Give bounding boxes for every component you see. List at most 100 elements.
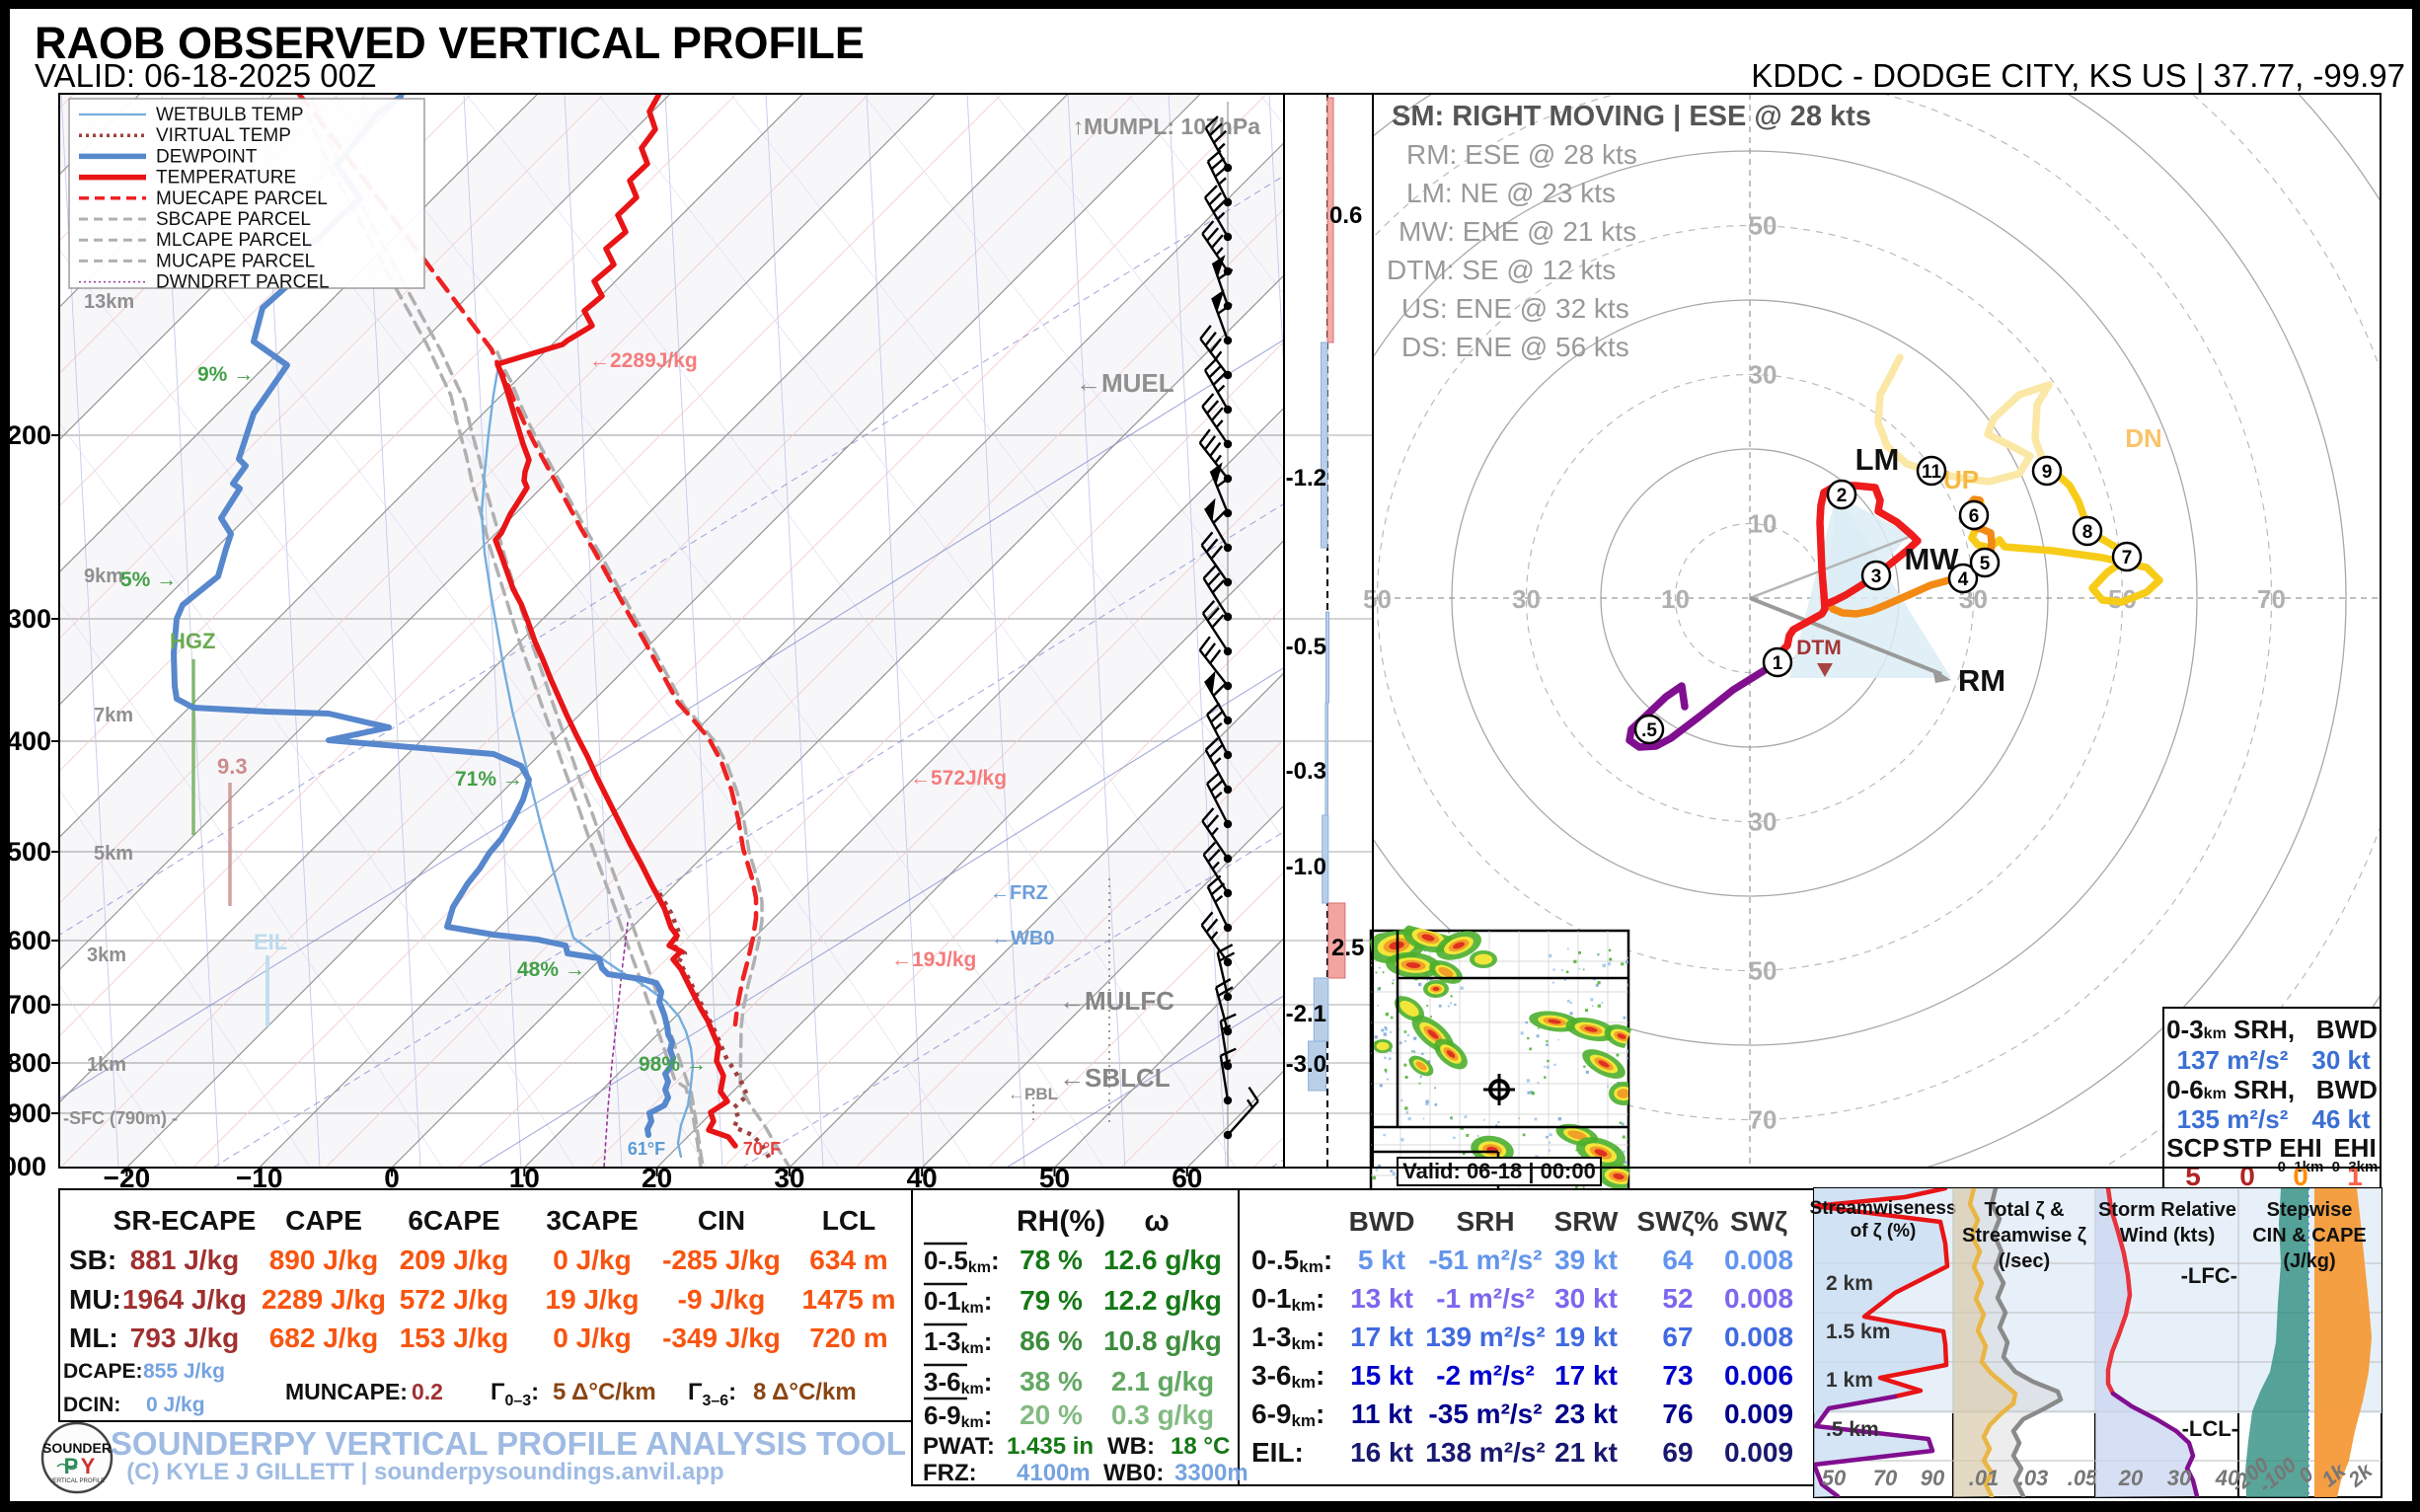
svg-text:0.009: 0.009 — [1724, 1437, 1793, 1468]
svg-text:2.1 g/kg: 2.1 g/kg — [1111, 1366, 1214, 1397]
svg-text:19 J/kg: 19 J/kg — [546, 1284, 640, 1315]
svg-text:.05: .05 — [2068, 1466, 2098, 1490]
svg-text:0.2: 0.2 — [412, 1379, 443, 1404]
svg-text:5 kt: 5 kt — [1358, 1245, 1405, 1275]
svg-text:7: 7 — [2122, 548, 2133, 568]
svg-text:17 kt: 17 kt — [1350, 1322, 1413, 1352]
svg-text:-1.2: -1.2 — [1286, 465, 1326, 491]
svg-text:LM: LM — [1855, 442, 1900, 477]
svg-text:CIN: CIN — [698, 1205, 745, 1236]
svg-text:1 km: 1 km — [1826, 1369, 1873, 1392]
svg-text:9km: 9km — [84, 566, 123, 587]
svg-text:11 kt: 11 kt — [1351, 1399, 1412, 1429]
svg-text:79 %: 79 % — [1020, 1285, 1083, 1316]
svg-text:MLCAPE PARCEL: MLCAPE PARCEL — [156, 230, 312, 251]
svg-text:WB0:: WB0: — [1103, 1460, 1164, 1486]
svg-text:SWζ%: SWζ% — [1637, 1206, 1719, 1237]
svg-text:Streamwiseness: Streamwiseness — [1810, 1198, 1957, 1219]
svg-text:3300m: 3300m — [1174, 1460, 1248, 1486]
svg-text:855 J/kg: 855 J/kg — [143, 1360, 225, 1383]
svg-text:18 °C: 18 °C — [1171, 1433, 1230, 1460]
svg-text:←FRZ: ←FRZ — [990, 882, 1048, 904]
svg-text:69: 69 — [1662, 1437, 1693, 1468]
svg-text:LCL: LCL — [822, 1205, 875, 1236]
svg-text:0.006: 0.006 — [1724, 1360, 1793, 1391]
svg-text:200: 200 — [7, 420, 51, 450]
svg-text:RAOB OBSERVED VERTICAL PROFILE: RAOB OBSERVED VERTICAL PROFILE — [35, 18, 865, 68]
svg-text:10: 10 — [1749, 509, 1777, 539]
svg-text:12.2 g/kg: 12.2 g/kg — [1103, 1285, 1222, 1316]
svg-text:-35 m²/s²: -35 m²/s² — [1428, 1399, 1542, 1429]
svg-text:1: 1 — [2347, 1161, 2363, 1191]
svg-text:-0.3: -0.3 — [1286, 758, 1326, 785]
svg-text:720 m: 720 m — [809, 1323, 887, 1353]
svg-text:39 kt: 39 kt — [1554, 1245, 1618, 1275]
svg-text:-2 m²/s²: -2 m²/s² — [1436, 1360, 1535, 1391]
svg-text:0-6km SRH, BWD: 0-6km SRH, BWD — [2166, 1075, 2378, 1104]
svg-text:13 kt: 13 kt — [1350, 1283, 1413, 1314]
svg-text:EIL:: EIL: — [1251, 1437, 1304, 1468]
svg-text:(J/kg): (J/kg) — [2283, 1250, 2335, 1272]
svg-text:6CAPE: 6CAPE — [408, 1205, 499, 1236]
svg-text:0 J/kg: 0 J/kg — [553, 1245, 631, 1275]
svg-text:40: 40 — [2215, 1466, 2240, 1490]
svg-text:0 J/kg: 0 J/kg — [553, 1323, 631, 1353]
svg-text:5km: 5km — [94, 843, 133, 865]
svg-text:8: 8 — [2082, 522, 2093, 543]
svg-text:DS: ENE @ 56 kts: DS: ENE @ 56 kts — [1401, 332, 1629, 362]
svg-text:5 Δ°C/km: 5 Δ°C/km — [553, 1379, 656, 1405]
svg-text:(/sec): (/sec) — [1999, 1250, 2050, 1272]
svg-text:10.8 g/kg: 10.8 g/kg — [1103, 1325, 1222, 1356]
svg-text:-SFC (790m) -: -SFC (790m) - — [63, 1108, 178, 1128]
svg-text:10: 10 — [1661, 584, 1690, 614]
svg-text:1km: 1km — [87, 1054, 126, 1076]
svg-text:98% →: 98% → — [639, 1053, 707, 1076]
svg-text:DTM: SE @ 12 kts: DTM: SE @ 12 kts — [1387, 255, 1616, 285]
svg-text:2: 2 — [1837, 486, 1848, 506]
svg-text:50: 50 — [1749, 956, 1777, 986]
svg-text:19 kt: 19 kt — [1554, 1322, 1618, 1352]
svg-text:9.3: 9.3 — [217, 754, 248, 779]
svg-text:of ζ (%): of ζ (%) — [1851, 1221, 1917, 1242]
svg-text:←PBL: ←PBL — [1008, 1085, 1058, 1103]
svg-text:634 m: 634 m — [809, 1245, 887, 1275]
svg-text:SBCAPE PARCEL: SBCAPE PARCEL — [156, 209, 311, 230]
svg-text:5: 5 — [1980, 554, 1991, 574]
svg-text:WB:: WB: — [1107, 1433, 1155, 1460]
svg-text:16 kt: 16 kt — [1350, 1437, 1413, 1468]
svg-text:4100m: 4100m — [1017, 1460, 1091, 1486]
svg-text:30: 30 — [1512, 584, 1541, 614]
svg-text:0: 0 — [2293, 1161, 2308, 1191]
svg-text:LM: NE @ 23 kts: LM: NE @ 23 kts — [1406, 178, 1616, 208]
svg-text:ML:: ML: — [69, 1323, 118, 1353]
svg-text:20 %: 20 % — [1020, 1399, 1083, 1430]
svg-text:CAPE: CAPE — [285, 1205, 362, 1236]
svg-text:6-9km:: 6-9km: — [924, 1400, 992, 1431]
svg-text:30: 30 — [2167, 1466, 2192, 1490]
svg-text:793 J/kg: 793 J/kg — [130, 1323, 240, 1353]
svg-text:HGZ: HGZ — [170, 629, 215, 653]
svg-text:SOUNDERPY VERTICAL PROFILE ANA: SOUNDERPY VERTICAL PROFILE ANALYSIS TOOL — [111, 1425, 906, 1462]
svg-text:RM: ESE @ 28 kts: RM: ESE @ 28 kts — [1406, 139, 1637, 170]
svg-text:US: ENE @ 32 kts: US: ENE @ 32 kts — [1401, 293, 1629, 324]
svg-text:DN: DN — [2125, 423, 2162, 453]
svg-text:20: 20 — [2118, 1466, 2144, 1490]
svg-text:6: 6 — [1969, 506, 1980, 527]
svg-text:KDDC - DODGE CITY, KS US | 37.: KDDC - DODGE CITY, KS US | 37.77, -99.97 — [1751, 57, 2405, 94]
svg-text:17 kt: 17 kt — [1554, 1360, 1618, 1391]
svg-text:90: 90 — [1921, 1466, 1945, 1490]
svg-text:PWAT:: PWAT: — [923, 1433, 995, 1460]
svg-text:0.008: 0.008 — [1724, 1322, 1793, 1352]
svg-text:153 J/kg: 153 J/kg — [400, 1323, 509, 1353]
svg-text:5: 5 — [2185, 1161, 2201, 1191]
svg-text:←MULFC: ←MULFC — [1059, 986, 1174, 1016]
svg-text:Wind (kts): Wind (kts) — [2120, 1225, 2215, 1247]
svg-text:(C) KYLE J GILLETT | sounderpy: (C) KYLE J GILLETT | sounderpysoundings.… — [126, 1459, 723, 1485]
svg-text:881 J/kg: 881 J/kg — [130, 1245, 240, 1275]
svg-text:-LFC-: -LFC- — [2181, 1263, 2237, 1288]
svg-text:MU:: MU: — [69, 1284, 121, 1315]
svg-text:38 %: 38 % — [1020, 1366, 1083, 1397]
svg-text:0 J/kg: 0 J/kg — [146, 1394, 205, 1416]
svg-text:SR-ECAPE: SR-ECAPE — [113, 1205, 257, 1236]
svg-text:600: 600 — [7, 926, 51, 955]
